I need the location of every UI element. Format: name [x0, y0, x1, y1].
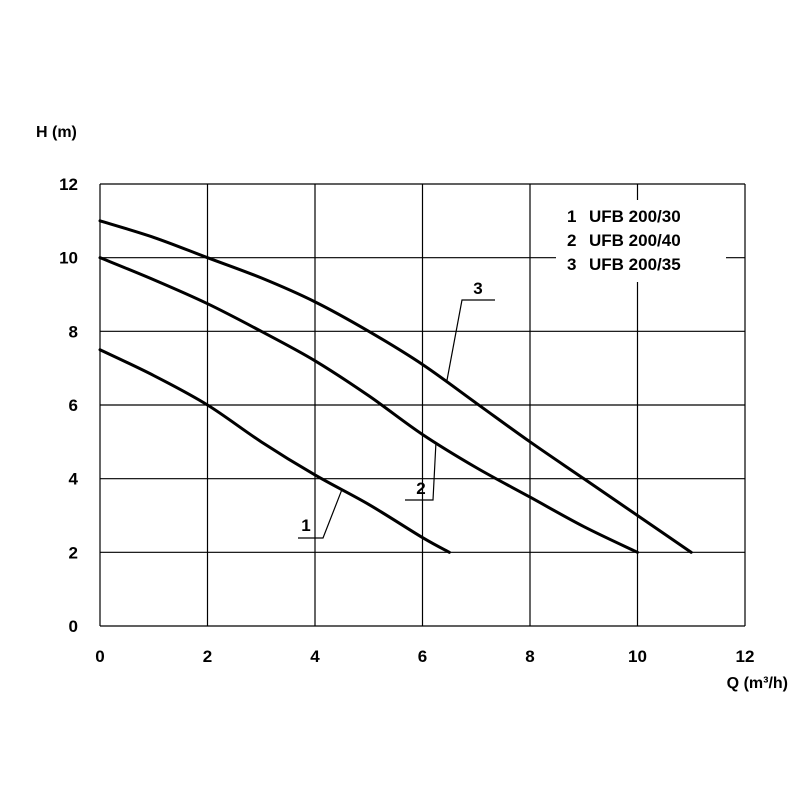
- x-tick-label: 0: [95, 647, 104, 666]
- x-tick-label: 6: [418, 647, 427, 666]
- callout-1-label: 1: [301, 516, 310, 535]
- y-tick-label: 12: [59, 175, 78, 194]
- y-tick-label: 6: [69, 396, 78, 415]
- y-tick-label: 8: [69, 322, 78, 341]
- x-tick-label: 4: [310, 647, 320, 666]
- series-1-curve: [98, 348, 451, 554]
- legend-number: 3: [567, 255, 576, 274]
- callout-2-leader: [405, 442, 437, 501]
- x-tick-label: 12: [736, 647, 755, 666]
- legend-number: 1: [567, 207, 576, 226]
- x-tick-label: 2: [203, 647, 212, 666]
- callout-2-label: 2: [416, 479, 425, 498]
- series-2-curve: [98, 256, 639, 554]
- x-tick-label: 10: [628, 647, 647, 666]
- callout-1-leader: [298, 489, 343, 539]
- y-tick-label: 2: [69, 543, 78, 562]
- y-tick-label: 4: [69, 470, 79, 489]
- series-3-curve: [98, 219, 693, 554]
- series-callouts: 1 2 3: [298, 279, 495, 539]
- x-axis-label: Q (m³/h): [727, 675, 788, 692]
- series-curves: [98, 219, 693, 554]
- callout-3-leader: [446, 299, 495, 382]
- legend-model: UFB 200/30: [589, 207, 681, 226]
- y-tick-label: 0: [69, 617, 78, 636]
- legend-model: UFB 200/40: [589, 231, 681, 250]
- callout-3-label: 3: [473, 279, 482, 298]
- legend-background: [556, 200, 726, 282]
- x-tick-label: 8: [525, 647, 534, 666]
- y-tick-label: 10: [59, 249, 78, 268]
- legend-model: UFB 200/35: [589, 255, 681, 274]
- legend-number: 2: [567, 231, 576, 250]
- legend: 1 UFB 200/30 2 UFB 200/40 3 UFB 200/35: [556, 200, 726, 282]
- y-axis-label: H (m): [36, 124, 77, 141]
